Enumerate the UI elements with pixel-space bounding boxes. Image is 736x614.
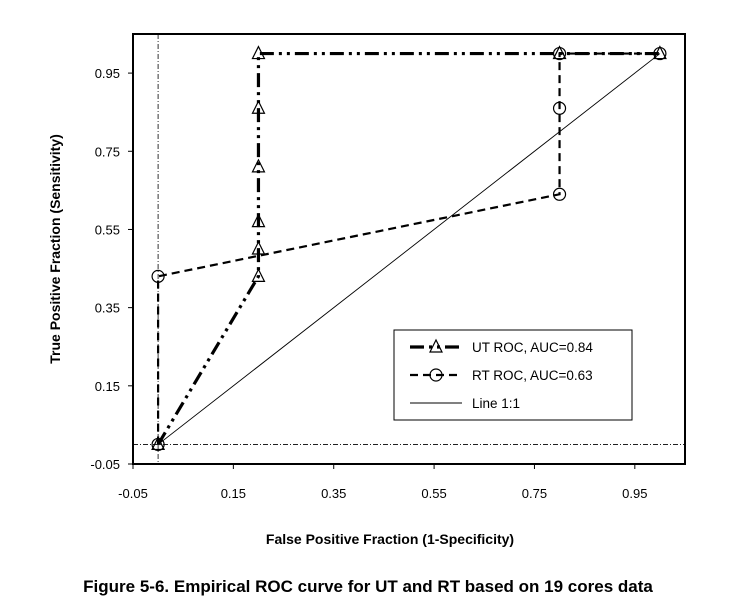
x-tick-label: 0.15 — [221, 486, 246, 501]
y-tick-label: 0.55 — [95, 222, 120, 237]
series-1-point — [652, 45, 667, 60]
x-tick-label: 0.75 — [522, 486, 547, 501]
legend: UT ROC, AUC=0.84 RT ROC, AUC=0.63 Line 1:1 — [393, 329, 633, 421]
series-1-point — [251, 45, 266, 60]
legend-marker-1 — [429, 338, 443, 353]
series-1-point — [251, 240, 266, 255]
series-line-1 — [156, 51, 660, 446]
series-layer — [156, 51, 661, 446]
legend-label-1: UT ROC, AUC=0.84 — [472, 340, 593, 355]
series-1-point — [151, 436, 166, 451]
marker-layer — [151, 45, 667, 452]
series-2-point — [151, 269, 165, 283]
legend-label-2: RT ROC, AUC=0.63 — [472, 368, 593, 383]
x-tick-label: 0.95 — [622, 486, 647, 501]
y-tick-label: 0.15 — [95, 379, 120, 394]
x-tick-label: 0.55 — [421, 486, 446, 501]
series-1-point — [251, 213, 266, 228]
series-2-point — [552, 101, 567, 115]
figure-caption: Figure 5-6. Empirical ROC curve for UT a… — [83, 577, 653, 596]
series-1-point — [552, 45, 567, 60]
y-axis-title: True Positive Fraction (Sensitivity) — [47, 134, 63, 364]
zero-reference-lines — [133, 34, 685, 464]
series-1-point — [251, 268, 266, 282]
y-tick-label: 0.95 — [95, 66, 120, 81]
y-tick-label: 0.35 — [95, 301, 120, 316]
x-tick-label: 0.35 — [321, 486, 346, 501]
x-tick-label: -0.05 — [118, 486, 148, 501]
plot-frame — [132, 33, 686, 465]
legend-marker-2 — [429, 368, 443, 382]
y-tick-label: -0.05 — [90, 457, 120, 472]
series-1-point — [251, 99, 266, 114]
x-axis-title: False Positive Fraction (1-Specificity) — [266, 531, 514, 547]
axis-ticks: -0.05 0.15 0.35 0.55 0.75 0.95 -0.05 0.15 0.35 0.… — [90, 66, 647, 501]
series-line-3 — [157, 53, 661, 445]
y-tick-label: 0.75 — [95, 144, 120, 159]
legend-label-3: Line 1:1 — [472, 396, 520, 411]
series-2-point — [552, 187, 567, 201]
series-1-point — [251, 158, 266, 173]
